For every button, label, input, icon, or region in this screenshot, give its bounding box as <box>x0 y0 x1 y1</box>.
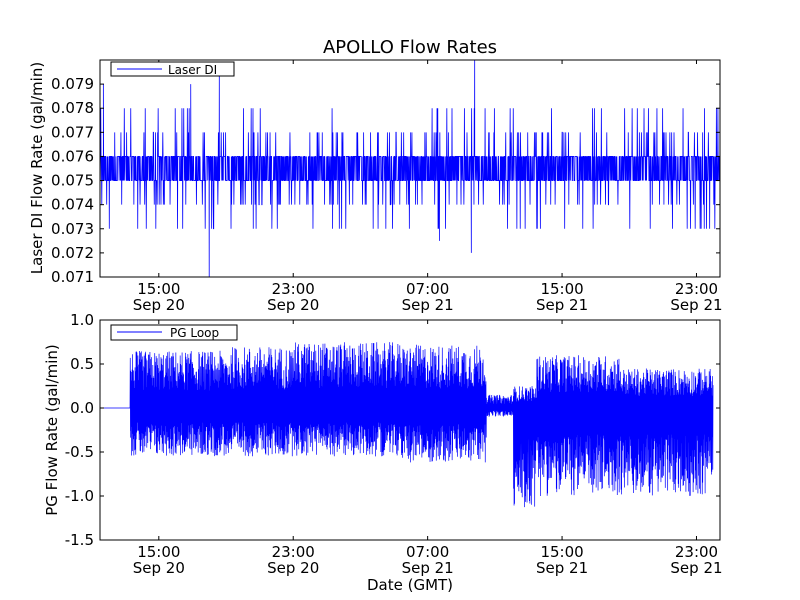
chart-title: APOLLO Flow Rates <box>323 37 497 58</box>
top-x-tick-time: 15:00 <box>540 280 583 298</box>
top-x-tick-date: Sep 21 <box>402 296 454 314</box>
bottom-x-tick-date: Sep 21 <box>402 559 454 577</box>
top-y-tick-label: 0.075 <box>51 172 94 190</box>
top-x-tick-date: Sep 21 <box>670 296 722 314</box>
top-x-tick-time: 07:00 <box>406 280 449 298</box>
bottom-plot-frame <box>99 319 721 541</box>
bottom-series-pg-loop <box>100 342 714 508</box>
bottom-x-tick-date: Sep 20 <box>133 559 185 577</box>
top-y-tick-label: 0.077 <box>51 123 94 141</box>
top-x-tick-time: 23:00 <box>272 280 315 298</box>
bottom-y-axis-label: PG Flow Rate (gal/min) <box>43 344 61 516</box>
top-y-ticks: 0.071 0.072 0.073 0.074 0.075 0.076 0.077 0.078… <box>51 75 720 286</box>
bottom-x-tick-time: 15:00 <box>137 543 180 561</box>
bottom-y-tick-label: -0.5 <box>65 443 94 461</box>
bottom-x-tick-time: 15:00 <box>540 543 583 561</box>
bottom-y-tick-label: 0.5 <box>70 355 94 373</box>
bottom-y-ticks: -1.5 -1.0 -0.5 0.0 0.5 1.0 <box>65 311 720 549</box>
top-y-tick-label: 0.072 <box>51 244 94 262</box>
bottom-x-tick-time: 23:00 <box>675 543 718 561</box>
bottom-x-tick-date: Sep 21 <box>670 559 722 577</box>
top-y-axis-label: Laser DI Flow Rate (gal/min) <box>28 62 46 274</box>
top-y-tick-label: 0.076 <box>51 147 94 165</box>
bottom-y-tick-label: -1.5 <box>65 531 94 549</box>
top-series-laser-di <box>99 59 721 278</box>
bottom-legend-label: PG Loop <box>170 326 219 340</box>
top-y-tick-label: 0.078 <box>51 99 94 117</box>
bottom-x-tick-date: Sep 20 <box>267 559 319 577</box>
bottom-x-tick-time: 23:00 <box>272 543 315 561</box>
top-panel: 0.071 0.072 0.073 0.074 0.075 0.076 0.077 0.078… <box>28 59 723 314</box>
bottom-x-tick-time: 07:00 <box>406 543 449 561</box>
top-x-tick-date: Sep 20 <box>133 296 185 314</box>
top-legend: Laser DI <box>110 61 235 77</box>
top-y-tick-label: 0.079 <box>51 75 94 93</box>
bottom-x-tick-date: Sep 21 <box>536 559 588 577</box>
top-x-tick-time: 15:00 <box>137 280 180 298</box>
top-x-tick-date: Sep 20 <box>267 296 319 314</box>
bottom-x-axis-label: Date (GMT) <box>367 576 453 594</box>
top-x-tick-date: Sep 21 <box>536 296 588 314</box>
top-y-tick-label: 0.074 <box>51 196 94 214</box>
bottom-y-tick-label: -1.0 <box>65 487 94 505</box>
bottom-legend: PG Loop <box>110 324 238 341</box>
top-plot-frame <box>99 59 721 278</box>
top-y-tick-label: 0.073 <box>51 220 94 238</box>
top-y-tick-label: 0.071 <box>51 268 94 286</box>
bottom-y-tick-label: 1.0 <box>70 311 94 329</box>
top-legend-label: Laser DI <box>168 63 217 77</box>
laser-di-line <box>99 59 721 278</box>
bottom-y-tick-label: 0.0 <box>70 399 94 417</box>
pg-loop-line <box>100 342 714 508</box>
top-x-tick-time: 23:00 <box>675 280 718 298</box>
